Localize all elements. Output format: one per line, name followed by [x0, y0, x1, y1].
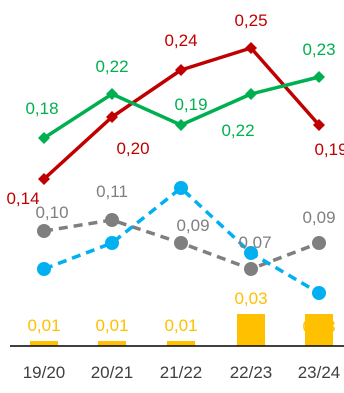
marker-blue-22/23 — [244, 246, 258, 260]
data-label-yellow-21/22: 0,01 — [164, 316, 197, 335]
marker-red-23/24 — [313, 119, 325, 131]
data-label-yellow-23/24: 0,03 — [302, 317, 335, 336]
marker-blue-21/22 — [174, 181, 188, 195]
x-tick-label-20/21: 20/21 — [91, 363, 134, 382]
marker-green-23/24 — [313, 71, 325, 83]
data-label-red-19/20: 0,14 — [6, 189, 39, 208]
data-label-red-20/21: 0,20 — [116, 139, 149, 158]
data-label-yellow-20/21: 0,01 — [95, 316, 128, 335]
data-label-green-22/23: 0,22 — [221, 121, 254, 140]
data-label-green-23/24: 0,23 — [302, 40, 335, 59]
marker-grey-19/20 — [37, 224, 51, 238]
data-label-grey-21/22: 0,09 — [176, 216, 209, 235]
marker-grey-23/24 — [312, 236, 326, 250]
marker-blue-23/24 — [312, 286, 326, 300]
marker-red-21/22 — [175, 64, 187, 76]
series-line-blue — [43, 186, 320, 295]
data-label-green-20/21: 0,22 — [95, 57, 128, 76]
data-label-grey-19/20: 0,10 — [35, 203, 68, 222]
data-label-red-23/24: 0,19 — [314, 140, 344, 159]
labels-layer: 0,14 0,20 0,24 0,25 0,19 0,18 0,22 0,19 0,22 0,23… — [6, 11, 344, 336]
marker-red-20/21 — [106, 111, 118, 123]
x-tick-label-21/22: 21/22 — [160, 363, 203, 382]
marker-green-20/21 — [106, 88, 118, 100]
bar-yellow-21/22 — [167, 341, 195, 346]
bar-yellow-19/20 — [30, 341, 58, 346]
bars-layer — [30, 314, 333, 346]
marker-red-22/23 — [245, 42, 257, 54]
marker-grey-20/21 — [105, 213, 119, 227]
data-label-grey-22/23: 0,07 — [238, 233, 271, 252]
marker-green-19/20 — [38, 132, 50, 144]
data-label-yellow-22/23: 0,03 — [234, 289, 267, 308]
marker-grey-21/22 — [174, 236, 188, 250]
x-tick-label-23/24: 23/24 — [298, 363, 341, 382]
data-label-green-19/20: 0,18 — [25, 99, 58, 118]
x-tick-label-22/23: 22/23 — [230, 363, 273, 382]
marker-green-21/22 — [175, 119, 187, 131]
marker-blue-20/21 — [105, 236, 119, 250]
marker-blue-19/20 — [37, 262, 51, 276]
marker-green-22/23 — [245, 88, 257, 100]
data-label-red-22/23: 0,25 — [234, 11, 267, 30]
data-label-grey-20/21: 0,11 — [96, 182, 128, 201]
bar-yellow-22/23 — [237, 314, 265, 346]
x-tick-label-19/20: 19/20 — [23, 363, 66, 382]
marker-grey-22/23 — [244, 262, 258, 276]
bar-yellow-23/24 — [305, 314, 333, 346]
lines-layer — [42, 46, 321, 295]
data-label-red-21/22: 0,24 — [164, 31, 197, 50]
bar-yellow-20/21 — [98, 341, 126, 346]
data-label-green-21/22: 0,19 — [174, 95, 207, 114]
data-label-yellow-19/20: 0,01 — [27, 316, 60, 335]
marker-red-19/20 — [38, 173, 50, 185]
x-axis-tick-labels: 19/20 20/21 21/22 22/23 23/24 — [23, 363, 341, 382]
data-label-grey-23/24: 0,09 — [302, 208, 335, 227]
markers-layer — [37, 42, 326, 300]
